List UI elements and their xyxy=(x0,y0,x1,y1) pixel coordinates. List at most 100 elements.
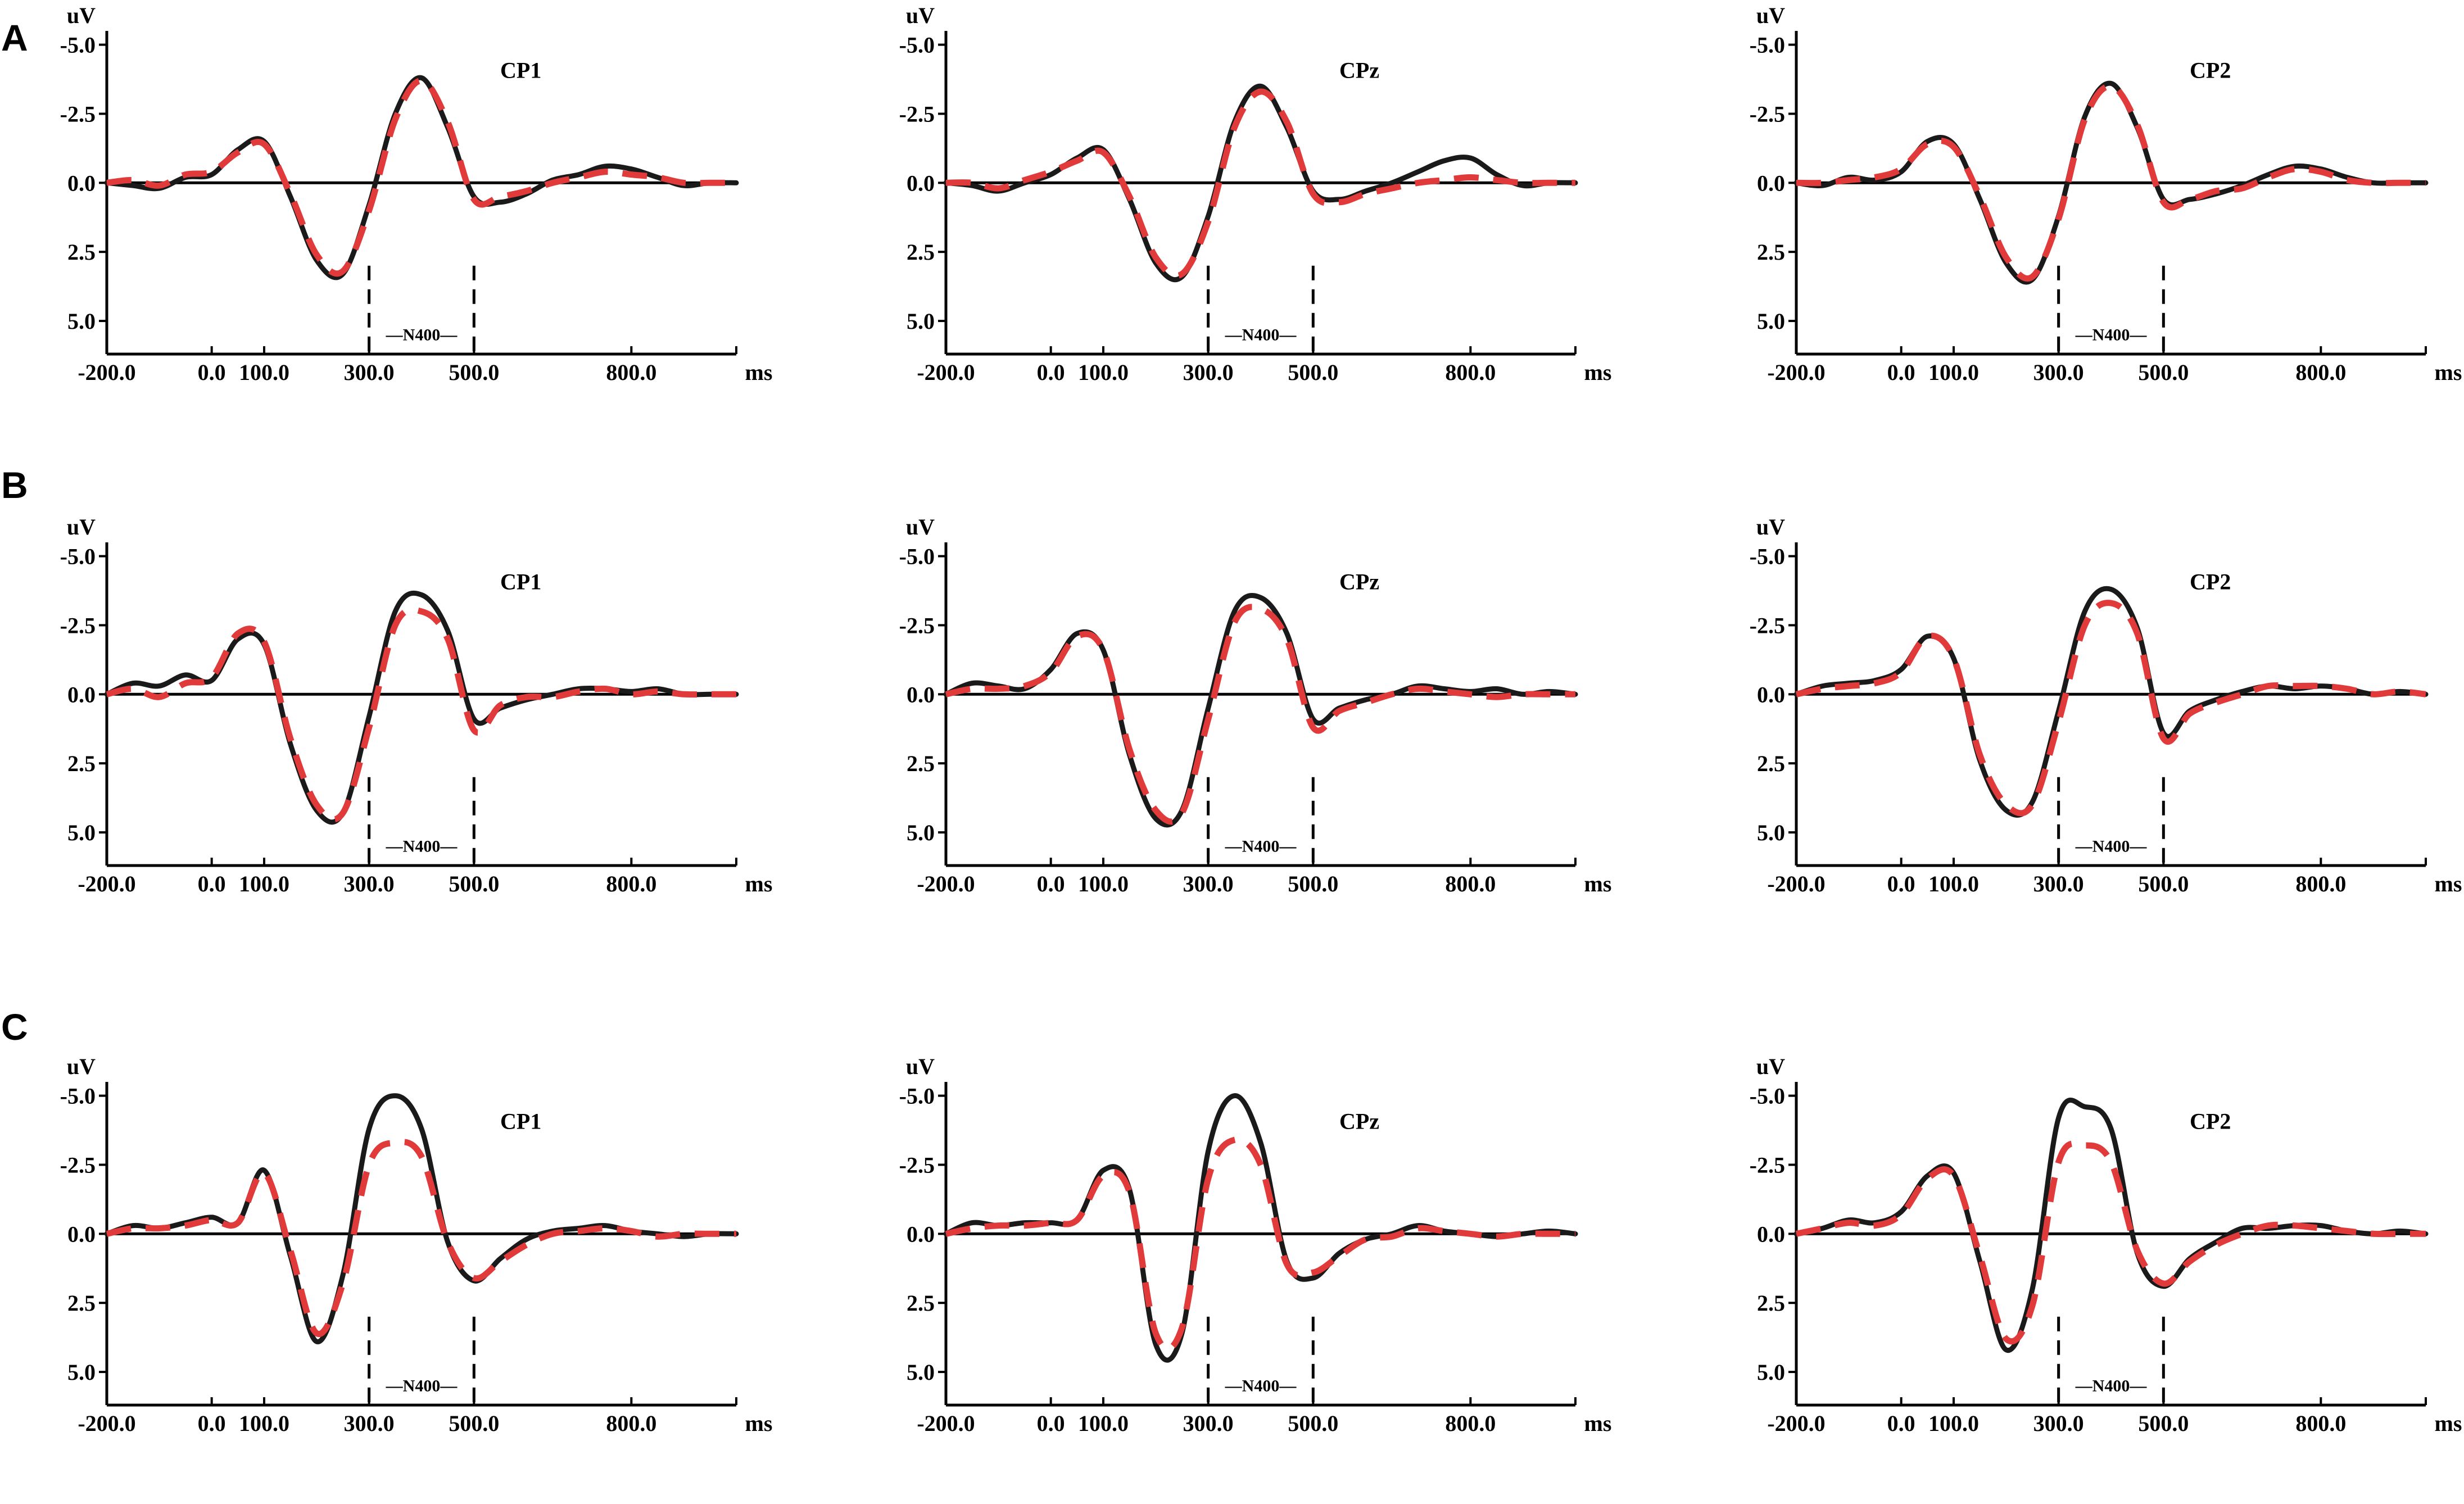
x-tick-label: 300.0 xyxy=(344,871,395,896)
x-tick-label: 100.0 xyxy=(1078,871,1129,896)
row-label-c: C xyxy=(1,1006,28,1048)
y-unit-label: uV xyxy=(67,1054,96,1079)
erp-panel-c-cpz: -5.0 -2.5 0.0 2.5 5.0 uV -200.0 0.0 100.0 300.0 50… xyxy=(899,1054,1612,1436)
x-tick-label: 100.0 xyxy=(239,1411,289,1436)
y-tick-label: 5.0 xyxy=(67,309,96,334)
y-tick-label: 0.0 xyxy=(1757,682,1785,707)
electrode-title: CP2 xyxy=(2190,1109,2231,1134)
y-tick-label: -5.0 xyxy=(899,544,935,569)
y-tick-label: -2.5 xyxy=(899,613,935,638)
y-unit-label: uV xyxy=(1756,514,1785,540)
electrode-title: CP2 xyxy=(2190,58,2231,83)
x-tick-label: 100.0 xyxy=(1928,1411,1979,1436)
erp-panel-c-cp2: -5.0 -2.5 0.0 2.5 5.0 uV -200.0 0.0 100.0 300.0 50… xyxy=(1750,1054,2462,1436)
n400-window-label: —N400— xyxy=(386,837,458,856)
series-line-condition-a xyxy=(943,592,1578,828)
y-unit-label: uV xyxy=(906,3,935,28)
electrode-title: CP1 xyxy=(500,58,541,83)
y-tick-label: 5.0 xyxy=(907,309,935,334)
erp-panel-a-cp1: -5.0 -2.5 0.0 2.5 5.0 uV -200.0 0.0 100.0 300.0 50… xyxy=(60,3,773,385)
x-tick-label: 0.0 xyxy=(1037,360,1065,385)
x-tick-label: 300.0 xyxy=(344,1411,395,1436)
x-tick-label: 100.0 xyxy=(1078,1411,1129,1436)
series-line-condition-b xyxy=(1796,83,2426,282)
y-tick-label: 5.0 xyxy=(907,1360,935,1385)
y-tick-label: -2.5 xyxy=(899,1152,935,1177)
x-tick-label: 800.0 xyxy=(606,360,656,385)
x-tick-label: 100.0 xyxy=(239,360,289,385)
n400-window-label: —N400— xyxy=(2075,1377,2148,1396)
y-tick-label: 2.5 xyxy=(1757,1290,1785,1316)
x-tick-label: 300.0 xyxy=(1183,871,1234,896)
y-tick-label: -2.5 xyxy=(1750,613,1785,638)
y-tick-label: 2.5 xyxy=(67,1290,96,1316)
y-tick-label: 5.0 xyxy=(67,820,96,845)
x-tick-label: 0.0 xyxy=(1887,1411,1915,1436)
y-tick-label: 0.0 xyxy=(1757,1221,1785,1247)
electrode-title: CP1 xyxy=(500,569,541,595)
x-unit-label: ms xyxy=(2435,360,2462,385)
x-tick-label: 800.0 xyxy=(1445,871,1496,896)
n400-window-label: —N400— xyxy=(2075,326,2148,345)
x-unit-label: ms xyxy=(745,1411,773,1436)
x-tick-label: 100.0 xyxy=(1928,360,1979,385)
y-tick-label: -5.0 xyxy=(1750,1084,1785,1109)
y-tick-label: -2.5 xyxy=(1750,1152,1785,1177)
electrode-title: CPz xyxy=(1339,1109,1379,1134)
y-tick-label: 0.0 xyxy=(907,1221,935,1247)
x-tick-label: -200.0 xyxy=(917,871,975,896)
x-tick-label: 0.0 xyxy=(1887,871,1915,896)
x-tick-label: -200.0 xyxy=(78,1411,135,1436)
y-tick-label: -2.5 xyxy=(899,101,935,126)
series-line-condition-a xyxy=(1793,1097,2429,1353)
electrode-title: CPz xyxy=(1339,58,1379,83)
row-label-b: B xyxy=(1,464,28,506)
x-tick-label: 300.0 xyxy=(2033,871,2084,896)
x-tick-label: -200.0 xyxy=(1767,1411,1825,1436)
y-tick-label: -2.5 xyxy=(60,1152,96,1177)
y-tick-label: -2.5 xyxy=(1750,101,1785,126)
x-tick-label: 500.0 xyxy=(2138,1411,2189,1436)
y-tick-label: 5.0 xyxy=(1757,820,1785,845)
y-unit-label: uV xyxy=(1756,1054,1785,1079)
y-tick-label: 2.5 xyxy=(1757,239,1785,265)
series-line-condition-a xyxy=(943,1093,1578,1363)
series-line-condition-b xyxy=(945,604,1575,825)
y-tick-label: -5.0 xyxy=(60,1084,96,1109)
x-unit-label: ms xyxy=(745,871,773,896)
y-tick-label: 0.0 xyxy=(1757,170,1785,196)
erp-panel-b-cpz: -5.0 -2.5 0.0 2.5 5.0 uV -200.0 0.0 100.0 300.0 50… xyxy=(899,514,1612,896)
x-tick-label: 500.0 xyxy=(1288,871,1338,896)
y-tick-label: 2.5 xyxy=(907,1290,935,1316)
electrode-title: CP1 xyxy=(500,1109,541,1134)
y-unit-label: uV xyxy=(906,1054,935,1079)
erp-panel-c-cp1: -5.0 -2.5 0.0 2.5 5.0 uV -200.0 0.0 100.0 300.0 50… xyxy=(60,1054,773,1436)
series-line-condition-b xyxy=(1795,600,2426,817)
x-tick-label: 800.0 xyxy=(606,871,656,896)
row-label-a: A xyxy=(1,17,28,58)
x-tick-label: -200.0 xyxy=(78,871,135,896)
y-tick-label: 0.0 xyxy=(67,170,96,196)
x-tick-label: -200.0 xyxy=(78,360,135,385)
x-tick-label: 300.0 xyxy=(1183,1411,1234,1436)
series-line-condition-b xyxy=(945,88,1575,279)
x-tick-label: -200.0 xyxy=(1767,871,1825,896)
y-tick-label: 5.0 xyxy=(907,820,935,845)
erp-panel-b-cp2: -5.0 -2.5 0.0 2.5 5.0 uV -200.0 0.0 100.0 300.0 50… xyxy=(1750,514,2462,896)
x-tick-label: 800.0 xyxy=(2295,1411,2346,1436)
n400-window-label: —N400— xyxy=(386,326,458,345)
x-tick-label: 500.0 xyxy=(2138,871,2189,896)
x-unit-label: ms xyxy=(1584,871,1612,896)
x-tick-label: 800.0 xyxy=(1445,360,1496,385)
electrode-title: CP2 xyxy=(2190,569,2231,595)
y-tick-label: 0.0 xyxy=(907,170,935,196)
series-line-condition-b xyxy=(945,1136,1575,1352)
y-unit-label: uV xyxy=(67,3,96,28)
y-tick-label: -5.0 xyxy=(1750,33,1785,58)
y-tick-label: 2.5 xyxy=(907,751,935,776)
x-tick-label: 800.0 xyxy=(2295,360,2346,385)
n400-window-label: —N400— xyxy=(1225,326,1297,345)
y-tick-label: 5.0 xyxy=(1757,309,1785,334)
y-tick-label: -5.0 xyxy=(899,33,935,58)
